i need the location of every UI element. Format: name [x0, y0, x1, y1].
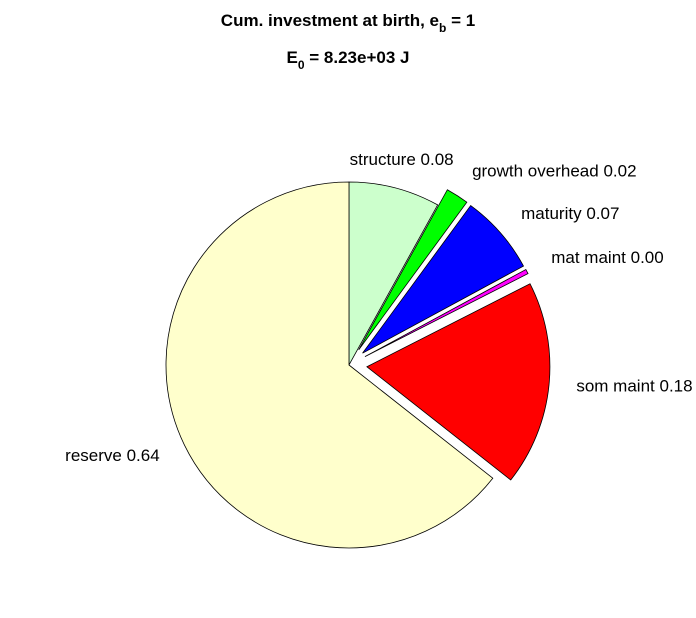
title-subscript: b: [439, 21, 446, 35]
pie-slice: [366, 283, 551, 481]
chart-title: Cum. investment at birth, eb = 1: [221, 11, 475, 35]
pie-slice: [348, 181, 439, 367]
pie: structure 0.08 growth overhead 0.02 maturi…: [65, 151, 693, 549]
title-part: = 1: [446, 11, 475, 30]
subtitle-part: E: [287, 48, 298, 67]
chart-subtitle: E0 = 8.23e+03 J: [287, 48, 410, 72]
pie-slice: [358, 189, 468, 351]
slice-label: reserve 0.64: [65, 446, 160, 465]
pie-slice: [362, 204, 525, 354]
slice-category: mat maint: [551, 248, 626, 267]
slice-category: som maint: [576, 377, 655, 396]
slice-label: growth overhead 0.02: [472, 162, 636, 181]
slice-label: maturity 0.07: [521, 204, 619, 223]
slice-value-label: 0.64: [127, 446, 160, 465]
subtitle-subscript: 0: [298, 58, 305, 72]
slice-category: growth overhead: [472, 162, 599, 181]
slice-category: structure: [350, 151, 416, 170]
slice-label: mat maint 0.00: [551, 248, 663, 267]
slice-label: som maint 0.18: [576, 377, 692, 396]
pie-slice: [364, 268, 529, 357]
slice-value-label: 0.00: [631, 248, 664, 267]
slice-value-label: 0.18: [660, 377, 693, 396]
title-part: Cum. investment at birth, e: [221, 11, 439, 30]
slice-label: structure 0.08: [350, 151, 454, 170]
slice-category: reserve: [65, 446, 122, 465]
slice-category: maturity: [521, 204, 582, 223]
pie-slice: [165, 181, 494, 549]
subtitle-part: = 8.23e+03 J: [305, 48, 410, 67]
slice-value-label: 0.08: [421, 151, 454, 170]
slice-value-label: 0.02: [603, 162, 636, 181]
slice-value-label: 0.07: [586, 204, 619, 223]
